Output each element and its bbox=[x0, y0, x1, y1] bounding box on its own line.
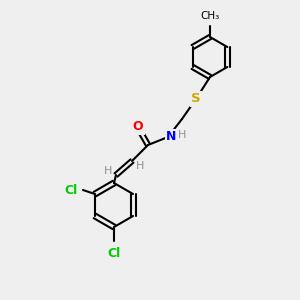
Text: H: H bbox=[104, 166, 112, 176]
Text: H: H bbox=[178, 130, 186, 140]
Text: Cl: Cl bbox=[107, 247, 121, 260]
Text: Cl: Cl bbox=[65, 184, 78, 196]
Text: CH₃: CH₃ bbox=[200, 11, 220, 21]
Text: N: N bbox=[166, 130, 176, 143]
Text: H: H bbox=[136, 161, 144, 171]
Text: S: S bbox=[191, 92, 201, 106]
Text: O: O bbox=[133, 121, 143, 134]
